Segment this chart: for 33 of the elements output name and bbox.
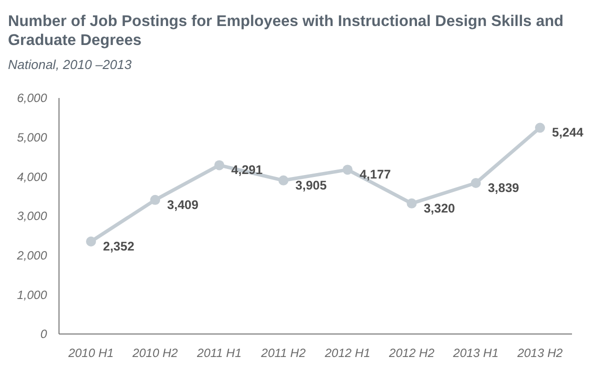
text: 3,905: [295, 178, 327, 192]
x-tick-label: 2011 H2: [260, 346, 306, 360]
x-tick-label: 2012 H1: [324, 346, 370, 360]
point: [535, 122, 545, 133]
point: [470, 178, 481, 188]
text: 5,244: [552, 126, 584, 140]
chart-title: Number of Job Postings for Employees with Instructional Design Skills and Graduate Degrees: [8, 13, 564, 49]
chart-subtitle: National, 2010 –2013: [8, 57, 132, 72]
text: 2,352: [103, 239, 134, 254]
x-tick-label: 2010 H1: [67, 346, 114, 360]
text: 4,177: [360, 168, 391, 182]
y-tick-label: 5,000: [16, 130, 48, 145]
y-tick-label: 2,000: [16, 248, 48, 263]
text: 3,409: [167, 198, 198, 212]
text: 3,839: [488, 181, 520, 195]
x-tick-label: 2013 H1: [452, 346, 499, 360]
text: 3,320: [424, 201, 455, 216]
x-tick-label: 2010 H2: [131, 346, 178, 360]
point: [86, 236, 96, 246]
point: [150, 194, 160, 205]
point: [214, 160, 224, 170]
y-tick-label: 4,000: [16, 170, 48, 184]
y-tick-label: 3,000: [16, 209, 48, 224]
y-tick-label: 1,000: [16, 288, 48, 302]
x-tick-label: 2013 H2: [516, 346, 564, 360]
x-tick-label: 2011 H1: [196, 346, 242, 360]
text: 4,291: [231, 163, 263, 178]
x-tick-label: 2012 H2: [388, 346, 435, 360]
y-tick-label: 6,000: [16, 91, 48, 106]
y-tick-label: 0: [40, 327, 48, 342]
point: [342, 164, 353, 175]
point: [406, 198, 417, 208]
point: [278, 175, 288, 186]
